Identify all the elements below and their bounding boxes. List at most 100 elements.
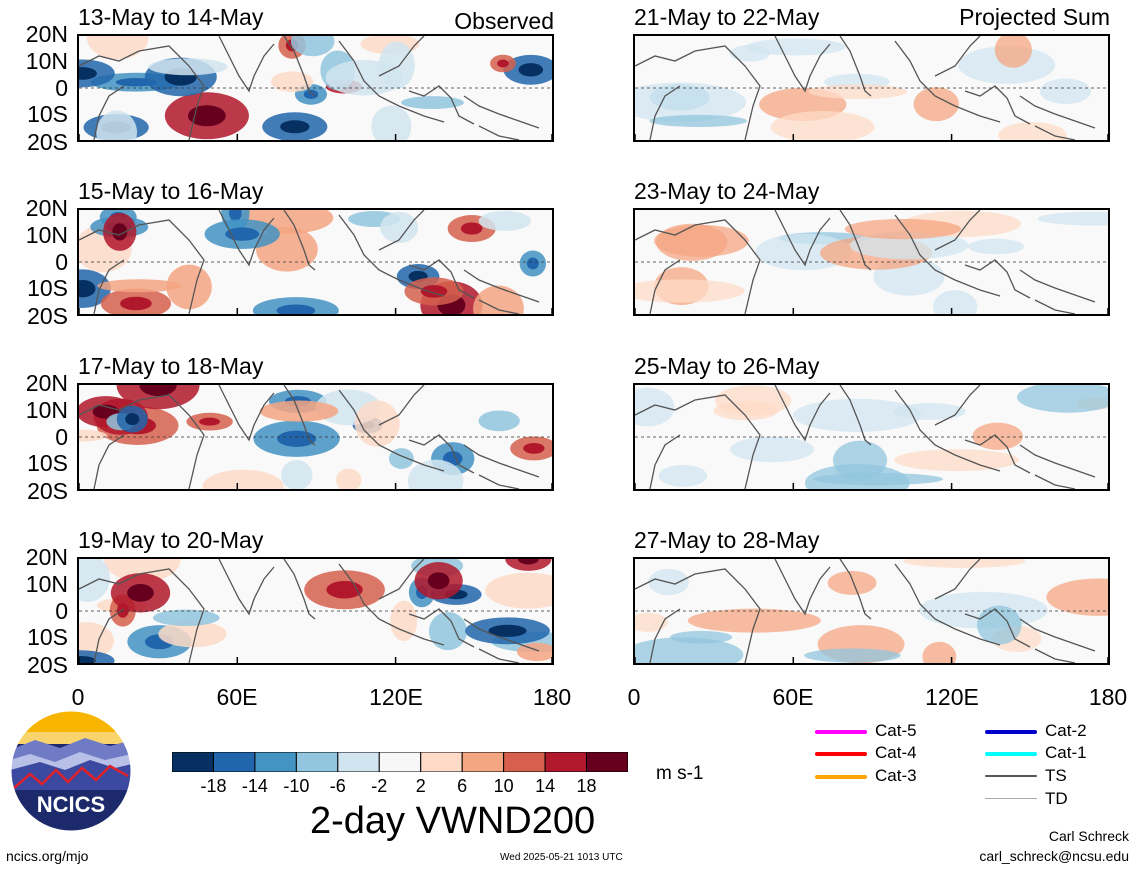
map-observed-1 xyxy=(77,34,554,142)
anomaly-core xyxy=(120,296,152,311)
anomaly-blob xyxy=(972,422,1023,450)
anomaly-blob xyxy=(86,36,149,60)
colorbar-swatch-5 xyxy=(378,752,422,772)
anomaly-blob xyxy=(658,464,708,487)
colorbar-swatch-0 xyxy=(172,752,214,772)
colorbar-tick-5: 2 xyxy=(415,776,426,796)
lat-label-row3-4: 20S xyxy=(27,478,68,504)
legend-label-td: TD xyxy=(1045,789,1068,808)
lat-label-row4-0: 20N xyxy=(25,544,68,570)
anomaly-core xyxy=(497,59,509,68)
legend-label-cat-1: Cat-1 xyxy=(1045,743,1087,762)
anomaly-blob xyxy=(516,642,552,662)
coastline xyxy=(635,568,761,663)
anomaly-blob xyxy=(635,387,675,427)
lat-label-row2-2: 0 xyxy=(55,249,68,275)
coastline xyxy=(649,608,681,663)
anomaly-blob xyxy=(281,460,313,489)
coastline xyxy=(338,40,445,123)
anomaly-blob xyxy=(152,609,220,626)
footer-email: carl_schreck@ncsu.edu xyxy=(979,848,1129,864)
lat-label-row3-0: 20N xyxy=(25,370,68,396)
anomaly-blob xyxy=(903,559,1026,568)
coastline xyxy=(635,45,761,140)
lat-label-row1-3: 10S xyxy=(27,101,68,127)
legend-line-cat-1 xyxy=(985,752,1037,756)
anomaly-core xyxy=(518,63,544,77)
coastline xyxy=(839,36,872,97)
lon-label-180: 180 xyxy=(532,684,572,710)
anomaly-blob xyxy=(922,641,957,663)
anomaly-core xyxy=(523,442,545,454)
colorbar-tick-1: -14 xyxy=(241,776,268,796)
coastline xyxy=(338,214,445,297)
coastline xyxy=(478,474,520,489)
panel-title-obs-3: 17-May to 18-May xyxy=(78,353,264,379)
coastline xyxy=(463,95,540,129)
anomaly-blob xyxy=(79,622,114,660)
coastline xyxy=(635,394,761,489)
anomaly-blob xyxy=(669,630,733,644)
anomaly-blob xyxy=(104,559,181,582)
coastline xyxy=(839,559,872,620)
anomaly-core xyxy=(277,430,317,447)
anomaly-blob xyxy=(371,105,412,140)
coastline xyxy=(93,608,125,663)
lat-label-row2-0: 20N xyxy=(25,195,68,221)
anomaly-blob xyxy=(96,110,138,140)
coastline xyxy=(378,36,425,77)
coastline xyxy=(408,434,475,474)
anomaly-blob xyxy=(158,620,227,648)
panel-title-obs-4: 19-May to 20-May xyxy=(78,527,264,553)
colorbar-swatch-1 xyxy=(212,752,256,772)
anomaly-blob xyxy=(635,637,744,663)
anomaly-core xyxy=(517,559,539,565)
coastline xyxy=(408,608,475,648)
coastline xyxy=(894,389,1001,472)
lat-label-row4-3: 10S xyxy=(27,624,68,650)
coastline xyxy=(934,385,981,426)
anomaly-blob xyxy=(687,608,821,633)
legend-label-cat-5: Cat-5 xyxy=(875,721,917,740)
lat-label-row3-3: 10S xyxy=(27,450,68,476)
anomaly-blob xyxy=(635,279,745,303)
coastline xyxy=(218,210,275,267)
lon-label-0-right: 0 xyxy=(627,684,641,710)
colorbar-tick-9: 18 xyxy=(576,776,597,796)
anomaly-blob xyxy=(325,60,403,96)
lat-label-row4-2: 0 xyxy=(55,598,68,624)
anomaly-blob xyxy=(79,429,108,442)
anomaly-blob xyxy=(849,231,969,260)
lat-label-row3-2: 0 xyxy=(55,424,68,450)
legend-label-cat-3: Cat-3 xyxy=(875,766,917,785)
coastline xyxy=(478,299,520,314)
coastline xyxy=(964,85,1031,125)
coastline xyxy=(378,210,425,251)
colorbar-swatch-3 xyxy=(295,752,339,772)
map-observed-2 xyxy=(77,208,554,316)
coastline xyxy=(774,36,831,93)
colorbar-tick-7: 10 xyxy=(493,776,514,796)
colorbar-tick-2: -10 xyxy=(283,776,310,796)
anomaly-core xyxy=(326,580,363,599)
coastline xyxy=(649,434,681,489)
coastline xyxy=(478,125,520,140)
anomaly-core xyxy=(526,257,539,270)
units-label: m s-1 xyxy=(656,763,704,784)
legend-line-ts xyxy=(985,775,1037,777)
colorbar-tick-6: 6 xyxy=(457,776,468,796)
anomaly-blob xyxy=(745,38,846,56)
anomaly-blob xyxy=(635,82,747,123)
anomaly-core xyxy=(276,304,316,314)
lon-label-60e: 60E xyxy=(216,684,258,710)
lon-label-120e: 120E xyxy=(369,684,423,710)
anomaly-blob xyxy=(998,122,1067,140)
anomaly-blob xyxy=(933,290,978,314)
anomaly-core xyxy=(139,385,177,397)
coastline xyxy=(218,559,275,616)
anomaly-blob xyxy=(380,212,419,244)
colorbar-swatch-6 xyxy=(420,752,463,772)
coastline xyxy=(463,618,540,652)
anomaly-blob xyxy=(1037,211,1108,226)
lat-label-row3-1: 10N xyxy=(25,397,68,423)
